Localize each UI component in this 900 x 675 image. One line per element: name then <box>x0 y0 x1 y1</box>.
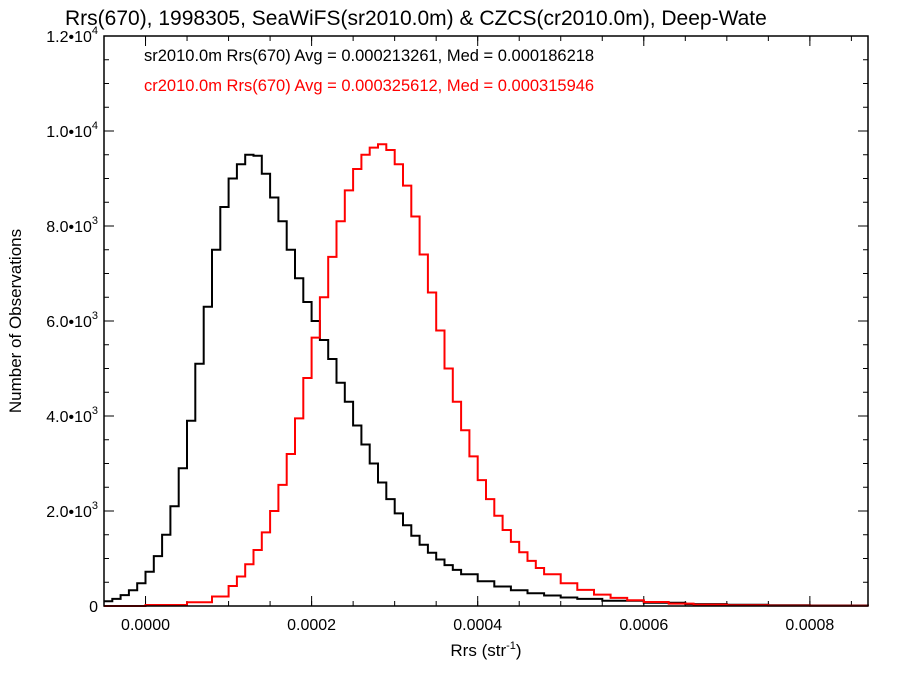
series-line-red <box>104 143 869 607</box>
y-tick-exponent: 3 <box>92 310 98 322</box>
y-axis-label: Number of Observations <box>6 229 25 413</box>
x-axis-label: Rrs (str-1) <box>450 640 521 660</box>
x-tick-label: 0.0006 <box>619 617 668 634</box>
x-tick-label: 0.0002 <box>287 617 336 634</box>
y-tick-label: 4.0•103 <box>46 405 98 426</box>
y-tick-label: 0 <box>89 599 98 616</box>
y-tick-label: 6.0•103 <box>46 310 98 331</box>
y-tick-base: 6.0•10 <box>46 314 92 331</box>
y-tick-exponent: 3 <box>92 500 98 512</box>
series-line-black <box>104 153 869 607</box>
plot-frame <box>103 35 869 607</box>
y-tick-base: 2.0•10 <box>46 504 92 521</box>
series-lines <box>104 143 869 607</box>
y-tick-label: 1.0•104 <box>46 120 98 141</box>
y-tick-base: 1.2•10 <box>46 29 92 46</box>
y-tick-label: 2.0•103 <box>46 500 98 521</box>
x-tick-labels: 0.0000 0.0002 0.0004 0.0006 0.0008 <box>121 617 834 634</box>
y-tick-exponent: 3 <box>92 215 98 227</box>
x-tick-label: 0.0004 <box>453 617 502 634</box>
y-tick-base: 4.0•10 <box>46 409 92 426</box>
y-tick-exponent: 3 <box>92 405 98 417</box>
y-tick-base: 0 <box>89 599 98 616</box>
x-tick-label: 0.0008 <box>785 617 834 634</box>
x-axis-label-superscript: -1 <box>506 640 516 652</box>
chart-title: Rrs(670), 1998305, SeaWiFS(sr2010.0m) & … <box>65 7 767 30</box>
y-tick-exponent: 4 <box>92 25 98 37</box>
annotation-red-series: cr2010.0m Rrs(670) Avg = 0.000325612, Me… <box>144 77 594 95</box>
y-tick-label: 8.0•103 <box>46 215 98 236</box>
y-tick-exponent: 4 <box>92 120 98 132</box>
x-tick-label: 0.0000 <box>121 617 170 634</box>
x-axis-label-main: Rrs (str <box>450 641 506 660</box>
y-tick-labels: 02.0•1034.0•1036.0•1038.0•1031.0•1041.2•… <box>46 25 98 616</box>
x-axis-label-close: ) <box>516 641 522 660</box>
y-tick-base: 8.0•10 <box>46 219 92 236</box>
y-tick-base: 1.0•10 <box>46 124 92 141</box>
y-tick-label: 1.2•104 <box>46 25 98 46</box>
annotation-black-series: sr2010.0m Rrs(670) Avg = 0.000213261, Me… <box>144 47 594 65</box>
